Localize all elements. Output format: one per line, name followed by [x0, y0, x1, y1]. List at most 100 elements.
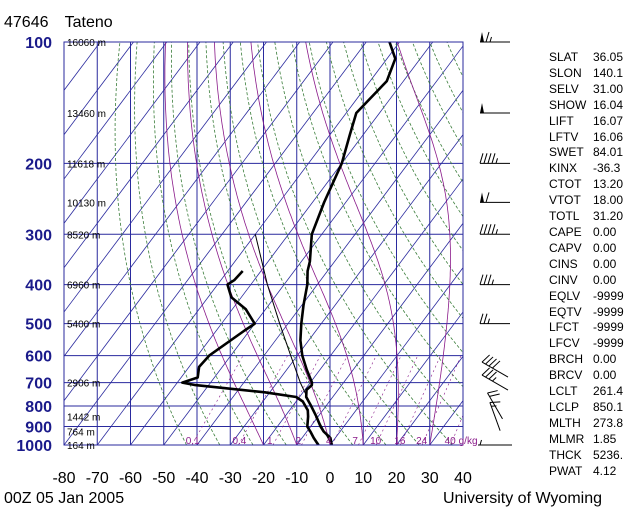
index-value: 31.00	[593, 81, 624, 96]
index-value: 0.00	[593, 352, 617, 367]
index-name: SHOW	[549, 97, 587, 112]
index-value: -36.3	[593, 161, 621, 176]
wind-barb-pennant	[480, 192, 484, 203]
isotherm	[64, 42, 234, 269]
moist-adiabat	[214, 42, 331, 445]
height-label-7: 2906 m	[67, 379, 100, 390]
index-value: 0.00	[593, 240, 617, 255]
index-value: 16.07	[593, 113, 624, 128]
index-row-kinx: KINX -36.3	[549, 161, 624, 177]
index-value: 36.05	[593, 50, 624, 64]
wind-barb-feather	[487, 224, 492, 235]
index-row-lfct: LFCT -9999	[549, 320, 624, 336]
temperature-tick-label-3: -50	[152, 470, 175, 487]
index-name: SELV	[549, 81, 579, 96]
index-row-brch: BRCH 0.00	[549, 352, 624, 368]
index-row-mlmr: MLMR 1.85	[549, 432, 624, 448]
dry-adiabat	[153, 42, 254, 445]
index-row-cins: CINS 0.00	[549, 257, 624, 273]
mixing-ratio-label-2: 1	[267, 436, 273, 447]
wind-barb-feather	[489, 401, 501, 403]
wind-barb-feather	[479, 313, 484, 324]
index-name: LCLP	[549, 399, 580, 414]
dry-adiabat	[291, 42, 463, 388]
wind-barb-staff	[489, 402, 501, 431]
index-value: 850.1	[593, 399, 624, 414]
wind-barb-staff	[481, 374, 509, 391]
station-name: Tateno	[64, 14, 113, 31]
wind-barb-200	[479, 153, 510, 164]
index-value: -9999	[593, 320, 624, 335]
temperature-tick-label-5: -30	[219, 470, 242, 487]
pressure-tick-label-900: 900	[25, 420, 52, 437]
wind-barb-half-feather	[491, 279, 494, 285]
index-name: LCLT	[549, 384, 578, 399]
height-label-1: 13460 m	[67, 109, 106, 120]
wind-barb-feather	[483, 153, 488, 164]
mixing-ratio-line	[191, 355, 244, 445]
wind-barb-feather	[485, 192, 490, 203]
temperature-tick-label-10: 20	[388, 470, 406, 487]
index-name: SWET	[549, 145, 584, 160]
index-value: -9999	[593, 304, 624, 319]
index-value: 0.00	[593, 368, 617, 383]
moist-adiabat	[396, 42, 451, 445]
index-row-mlth: MLTH 273.8	[549, 416, 624, 432]
dry-adiabat	[188, 42, 320, 445]
wind-barb-half-feather	[489, 36, 492, 43]
isotherm	[64, 42, 168, 180]
wind-barb-100	[480, 31, 510, 43]
temperature-tick-label-6: -20	[252, 470, 275, 487]
wind-barb-half-feather	[487, 318, 490, 324]
mixing-ratio-line	[375, 355, 419, 445]
wind-barb-300	[479, 224, 510, 235]
height-label-2: 11618 m	[67, 159, 105, 170]
mixing-ratio-label-8: 24	[416, 436, 428, 447]
wind-barb-850	[489, 401, 501, 431]
isotherm	[130, 42, 434, 445]
index-name: CTOT	[549, 177, 582, 192]
mixing-ratio-label-9: 40	[445, 436, 457, 447]
mixing-ratio-line	[272, 355, 321, 445]
moist-adiabat	[305, 42, 399, 445]
isotherm	[96, 42, 400, 445]
isotherm	[64, 42, 134, 136]
index-value: 16.04	[593, 97, 624, 112]
index-value: 84.01	[593, 145, 624, 160]
index-value: -9999	[593, 336, 624, 351]
index-value: 0.00	[593, 272, 617, 287]
height-label-6: 5400 m	[67, 320, 100, 331]
index-name: MLMR	[549, 431, 585, 446]
mixing-ratio-label-1: 0.4	[232, 436, 246, 447]
index-name: LFCT	[549, 320, 579, 335]
index-row-eqtv: EQTV -9999	[549, 305, 624, 321]
isotherm	[263, 178, 463, 445]
mixing-ratio-line	[331, 355, 377, 445]
index-value: 16.06	[593, 129, 624, 144]
plot-labels: 16060 m 13460 m 11618 m 10130 m 8520 m 6960 m…	[16, 35, 477, 487]
pressure-tick-label-800: 800	[25, 399, 52, 416]
index-value: 1.85	[593, 431, 617, 446]
height-label-5: 6960 m	[67, 281, 100, 292]
index-name: VTOT	[549, 193, 581, 208]
index-name: EQTV	[549, 304, 582, 319]
index-name: CAPE	[549, 224, 582, 239]
index-row-brcv: BRCV 0.00	[549, 368, 624, 384]
index-name: EQLV	[549, 288, 581, 303]
mixing-ratio-label-10: g/kg	[459, 436, 478, 447]
height-label-9: 764 m	[67, 427, 95, 438]
index-row-cinv: CINV 0.00	[549, 273, 624, 289]
mixing-ratio-line	[421, 355, 462, 445]
index-row-lift: LIFT 16.07	[549, 114, 624, 130]
index-name: THCK	[549, 447, 582, 462]
wind-barb-feather	[491, 224, 496, 235]
wind-barb-1000	[479, 439, 510, 446]
index-row-slat: SLAT 36.05	[549, 50, 624, 66]
isotherm	[64, 42, 301, 357]
observation-time: 00Z 05 Jan 2005	[4, 490, 125, 507]
isotherm	[329, 267, 463, 445]
data-source: University of Wyoming	[443, 490, 603, 507]
index-value: 0.00	[593, 256, 617, 271]
wind-barb-feather	[492, 360, 501, 369]
wind-barb-column	[478, 31, 512, 446]
